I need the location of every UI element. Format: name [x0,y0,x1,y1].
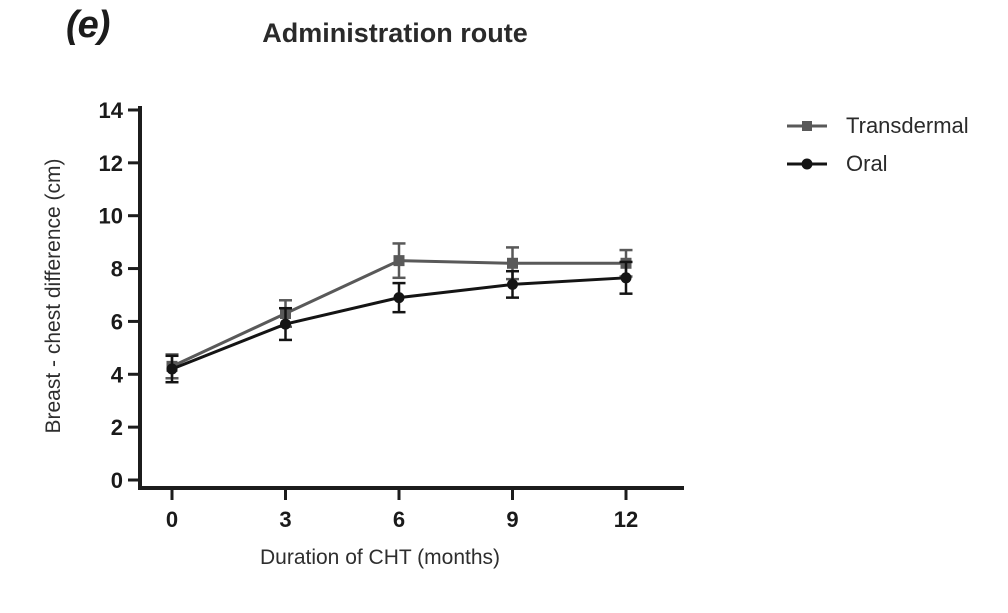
x-axis-label: Duration of CHT (months) [259,546,501,569]
legend-label-oral: Oral [846,151,888,176]
y-tick-label: 8 [111,257,123,282]
legend-item-oral: Oral [786,150,969,178]
x-tick-label: 9 [506,507,518,532]
y-tick-label: 2 [111,415,123,440]
transdermal-square-marker-icon [787,121,827,131]
x-tick-label: 12 [614,507,638,532]
square-marker-icon [802,121,812,131]
y-tick-label: 12 [99,151,123,176]
series-oral [165,260,633,384]
circle-marker-icon [279,318,291,330]
circle-marker-icon [620,272,632,284]
x-tick-label: 0 [166,507,178,532]
axes [138,106,684,490]
y-tick-label: 4 [111,362,124,387]
square-marker-icon [393,255,405,267]
oral-circle-marker-icon [787,158,827,170]
y-tick-label: 10 [99,204,123,229]
y-tick-label: 6 [111,309,123,334]
circle-marker-icon [801,158,813,170]
square-marker-icon [506,257,518,269]
y-axis-label: Breast - chest difference (cm) [42,158,65,434]
panel-label: (e) [66,4,110,46]
x-tick-label: 3 [279,507,291,532]
circle-marker-icon [393,292,405,304]
circle-marker-icon [506,278,518,290]
circle-marker-icon [166,363,178,375]
legend: Transdermal Oral [786,112,969,178]
y-tick-label: 0 [111,468,123,493]
legend-item-transdermal: Transdermal [786,112,969,140]
y-tick-label: 14 [99,98,124,123]
chart-title: Administration route [262,18,528,48]
legend-label-transdermal: Transdermal [846,113,969,138]
x-tick-label: 6 [393,507,405,532]
